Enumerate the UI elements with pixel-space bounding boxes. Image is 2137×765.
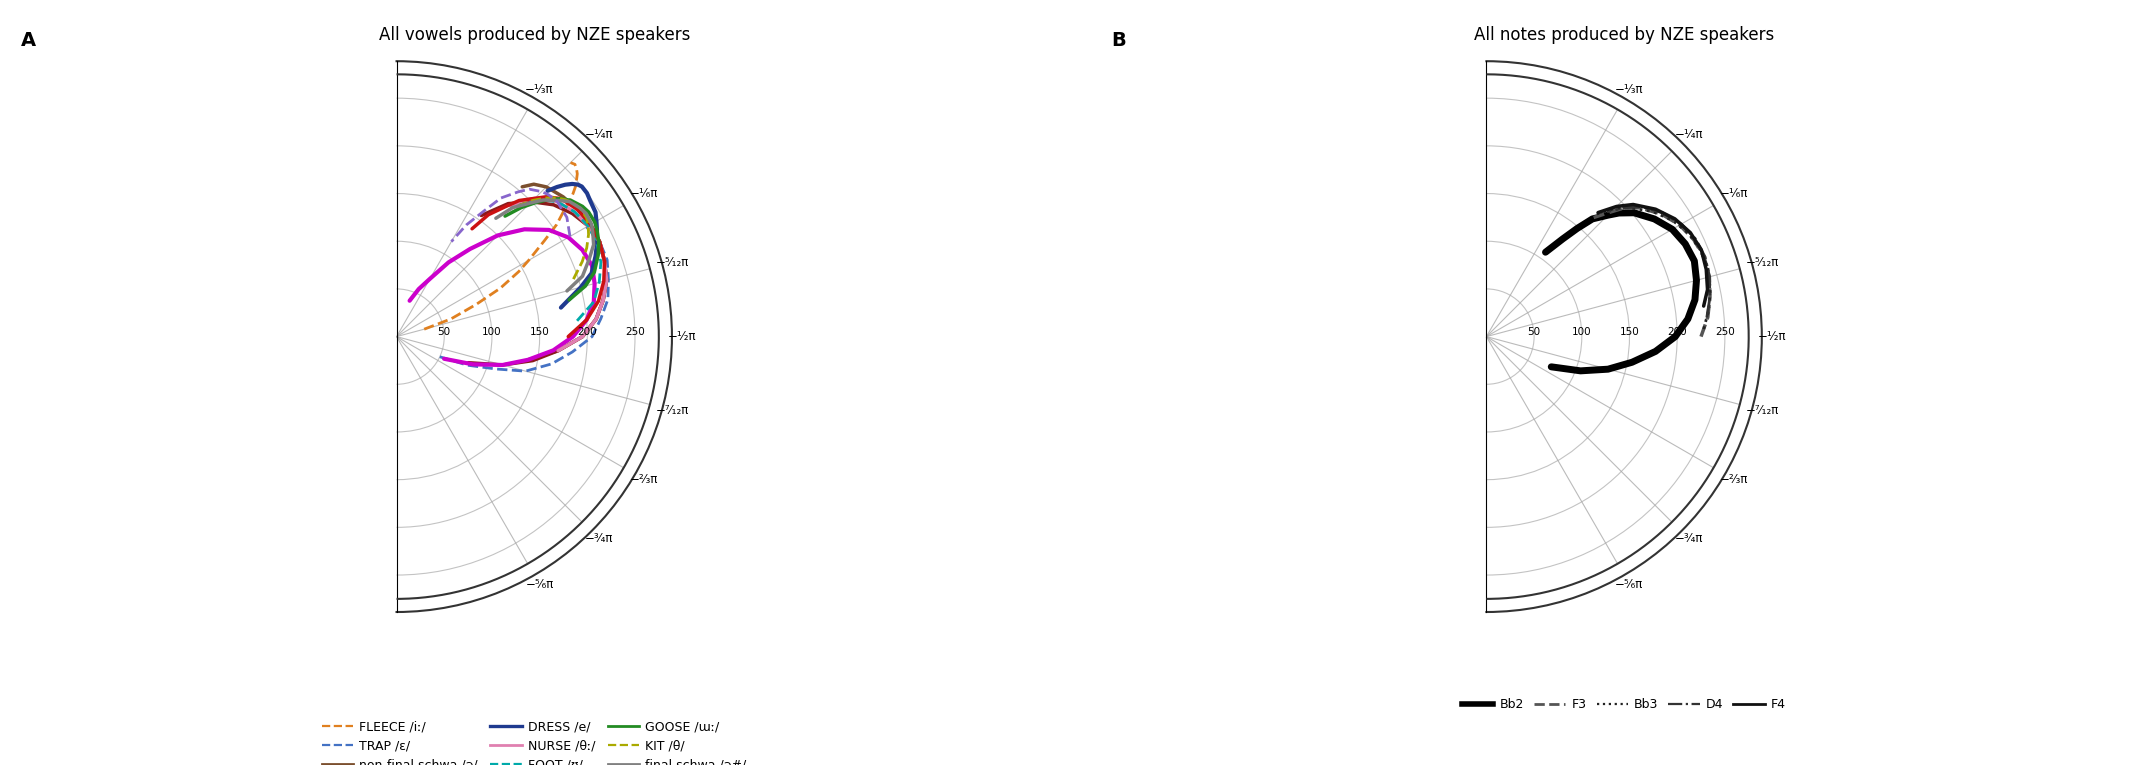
Text: −¹⁄₆π: −¹⁄₆π (630, 187, 658, 200)
Text: −¹⁄₂π: −¹⁄₂π (669, 330, 697, 343)
Text: −¹⁄₂π: −¹⁄₂π (1759, 330, 1787, 343)
Text: −¹⁄₄π: −¹⁄₄π (1673, 128, 1703, 141)
Text: 50: 50 (1528, 327, 1541, 337)
Text: A: A (21, 31, 36, 50)
Text: 200: 200 (577, 327, 596, 337)
Text: −³⁄₄π: −³⁄₄π (586, 532, 613, 545)
Text: −²⁄₃π: −²⁄₃π (1720, 473, 1748, 486)
Text: −⁵⁄₁₂π: −⁵⁄₁₂π (656, 256, 690, 269)
Text: 50: 50 (438, 327, 451, 337)
Text: −²⁄₃π: −²⁄₃π (630, 473, 658, 486)
Text: −³⁄₄π: −³⁄₄π (1675, 532, 1703, 545)
Text: 150: 150 (530, 327, 549, 337)
Text: 200: 200 (1667, 327, 1686, 337)
Text: 250: 250 (626, 327, 645, 337)
Text: 100: 100 (1573, 327, 1592, 337)
Text: −¹⁄₃π: −¹⁄₃π (526, 83, 553, 96)
Title: All vowels produced by NZE speakers: All vowels produced by NZE speakers (378, 26, 690, 44)
Legend: Bb2, F3, Bb3, D4, F4: Bb2, F3, Bb3, D4, F4 (1457, 693, 1791, 716)
Legend: FLEECE /iː/, TRAP /ɛ/, non-final schwa /ə/, STRUT /ɥ/, THOUGHT /ɔː/, DRESS /e/, : FLEECE /iː/, TRAP /ɛ/, non-final schwa /… (316, 715, 752, 765)
Text: −¹⁄₃π: −¹⁄₃π (1616, 83, 1643, 96)
Text: B: B (1111, 31, 1126, 50)
Text: 250: 250 (1716, 327, 1735, 337)
Text: −⁷⁄₁₂π: −⁷⁄₁₂π (656, 404, 690, 417)
Text: −⁵⁄₆π: −⁵⁄₆π (1616, 578, 1643, 591)
Text: −⁵⁄₁₂π: −⁵⁄₁₂π (1746, 256, 1780, 269)
Text: −¹⁄₄π: −¹⁄₄π (583, 128, 613, 141)
Text: 150: 150 (1620, 327, 1639, 337)
Text: −⁵⁄₆π: −⁵⁄₆π (526, 578, 553, 591)
Title: All notes produced by NZE speakers: All notes produced by NZE speakers (1475, 26, 1774, 44)
Text: 100: 100 (483, 327, 502, 337)
Text: −¹⁄₆π: −¹⁄₆π (1720, 187, 1748, 200)
Text: −⁷⁄₁₂π: −⁷⁄₁₂π (1746, 404, 1780, 417)
